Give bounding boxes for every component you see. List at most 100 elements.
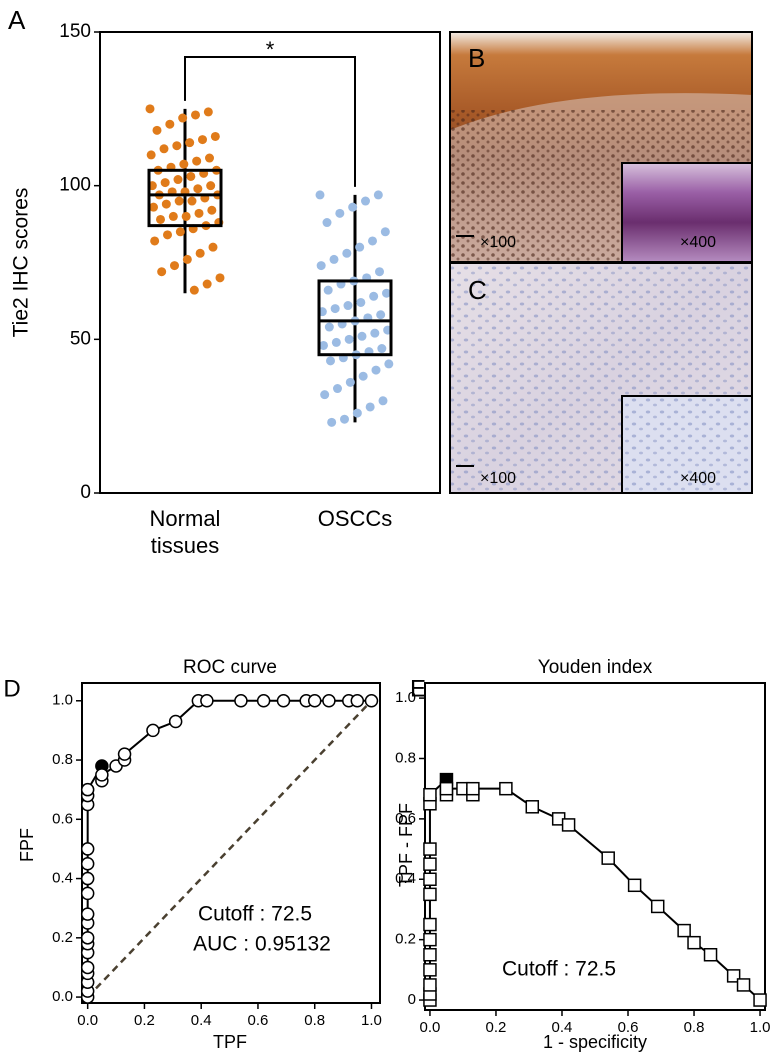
data-point xyxy=(365,402,375,412)
x-tick-label: 0.2 xyxy=(486,1019,507,1036)
data-point xyxy=(331,337,341,347)
data-point xyxy=(703,947,718,962)
data-point xyxy=(178,113,188,123)
data-point xyxy=(276,694,291,708)
data-point xyxy=(173,175,183,185)
data-point xyxy=(315,190,325,200)
chance-line xyxy=(86,699,373,998)
data-point xyxy=(340,414,349,424)
magnification: ×100 xyxy=(480,470,516,487)
panel-label: E xyxy=(410,675,426,702)
data-point xyxy=(687,935,701,950)
y-tick-label: 0.4 xyxy=(395,870,416,887)
data-point xyxy=(330,304,340,314)
y-tick-label: 1.0 xyxy=(395,689,416,706)
y-tick-label: 0 xyxy=(408,991,416,1008)
data-point xyxy=(525,800,540,814)
data-point xyxy=(423,887,437,902)
data-point xyxy=(323,285,333,295)
data-point xyxy=(384,359,394,369)
y-tick-label: 0.4 xyxy=(52,870,73,887)
data-point xyxy=(195,248,205,258)
data-point xyxy=(376,310,386,320)
data-point xyxy=(368,236,377,246)
data-point xyxy=(371,365,381,375)
data-point xyxy=(172,141,182,151)
data-point xyxy=(80,931,95,945)
plot-frame xyxy=(99,31,441,494)
x-tick-label: 1.0 xyxy=(750,1019,771,1036)
magnification: ×400 xyxy=(680,470,716,487)
y-tick-label: 0.0 xyxy=(52,988,73,1005)
data-point xyxy=(423,963,437,977)
data-point xyxy=(327,417,337,427)
y-tick-label: 0.8 xyxy=(52,751,73,768)
data-point xyxy=(194,208,204,218)
data-point xyxy=(179,159,189,169)
data-point xyxy=(423,842,437,856)
data-point xyxy=(423,872,437,887)
magnification: ×400 xyxy=(680,234,716,251)
data-point xyxy=(168,714,183,729)
data-point xyxy=(80,871,95,886)
panel-label: C xyxy=(468,275,487,305)
x-tick-label: OSCCs xyxy=(317,506,393,531)
data-point xyxy=(182,254,192,264)
data-point xyxy=(145,104,155,114)
chart-title: ROC curve xyxy=(183,657,277,678)
y-tick-label: 1.0 xyxy=(52,692,73,709)
y-tick-label: 150 xyxy=(59,21,91,42)
data-point xyxy=(203,107,213,117)
data-point xyxy=(206,181,216,191)
data-point xyxy=(377,344,387,354)
data-point xyxy=(358,371,368,381)
data-point xyxy=(185,138,195,148)
significance-bracket xyxy=(184,56,356,187)
data-point xyxy=(627,878,642,893)
data-point xyxy=(423,787,437,802)
data-point xyxy=(170,261,179,271)
data-point xyxy=(163,230,172,240)
data-point xyxy=(601,851,615,865)
data-point xyxy=(80,856,95,871)
data-point xyxy=(650,899,665,914)
data-point xyxy=(208,242,218,252)
data-point xyxy=(326,356,335,366)
data-point xyxy=(361,196,370,206)
x-tick-label: 0.4 xyxy=(191,1012,212,1029)
data-point xyxy=(350,694,365,708)
data-point xyxy=(344,334,354,344)
data-point xyxy=(345,377,355,387)
annotation: AUC : 0.95132 xyxy=(193,933,331,956)
data-point xyxy=(117,747,132,761)
x-axis-label: 1 - specificity xyxy=(543,1032,647,1052)
data-point xyxy=(316,261,326,271)
data-point xyxy=(256,694,271,708)
data-point xyxy=(95,768,109,782)
data-point xyxy=(319,340,328,350)
data-point xyxy=(159,144,169,154)
data-point xyxy=(215,273,225,283)
data-point xyxy=(207,205,217,215)
chart-title: Youden index xyxy=(538,657,653,678)
data-point xyxy=(357,331,367,341)
data-point xyxy=(333,384,342,394)
panel-label: D xyxy=(3,675,20,702)
data-point xyxy=(146,150,156,160)
data-point xyxy=(369,291,379,301)
y-tick-label: 0.2 xyxy=(52,929,73,946)
data-point xyxy=(335,208,345,218)
panel-label: A xyxy=(8,5,26,35)
data-point xyxy=(320,390,330,400)
x-tick-label: 0.0 xyxy=(77,1012,98,1029)
data-point xyxy=(150,236,160,246)
data-point xyxy=(322,218,332,228)
x-tick-label: 0.6 xyxy=(618,1019,639,1036)
data-point xyxy=(466,781,480,796)
data-point xyxy=(736,978,751,992)
x-tick-label: 0.4 xyxy=(552,1019,573,1036)
data-point xyxy=(380,227,390,237)
data-point xyxy=(80,782,95,797)
data-point xyxy=(342,248,352,258)
